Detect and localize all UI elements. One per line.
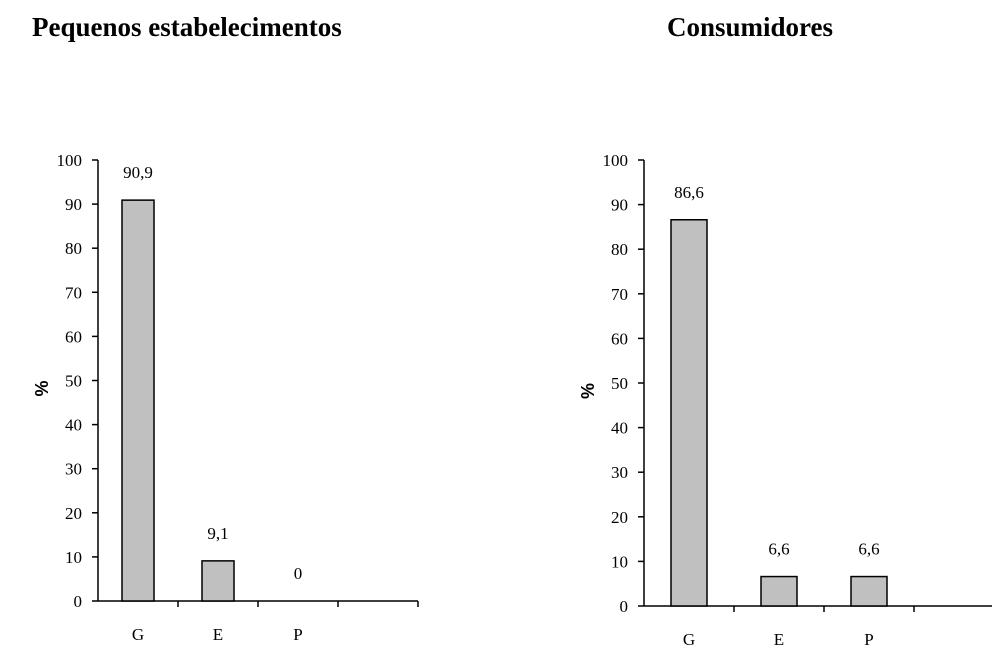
chart-2-bar-P bbox=[850, 575, 888, 607]
chart-1-y-tick-label: 100 bbox=[57, 151, 83, 170]
chart-1-y-tick-label: 30 bbox=[65, 460, 82, 479]
chart-2-y-tick-label: 80 bbox=[611, 240, 628, 259]
chart-2-bar-G bbox=[670, 219, 708, 607]
chart-2-y-tick-label: 30 bbox=[611, 463, 628, 482]
chart-2-y-tick-label: 70 bbox=[611, 285, 628, 304]
chart-2-y-tick-label: 20 bbox=[611, 508, 628, 527]
chart-2-category-label: P bbox=[864, 630, 873, 648]
chart-2-y-tick-label: 50 bbox=[611, 374, 628, 393]
chart-2-y-tick-label: 0 bbox=[620, 597, 629, 616]
chart-1-y-tick-label: 70 bbox=[65, 283, 82, 302]
chart-1-category-label: P bbox=[293, 625, 302, 644]
chart-1-y-axis-label: % bbox=[32, 380, 52, 396]
chart-1-y-tick-label: 60 bbox=[65, 327, 82, 346]
chart-1-y-tick-label: 10 bbox=[65, 548, 82, 567]
chart-1-y-tick-label: 50 bbox=[65, 372, 82, 391]
chart-1-y-tick-label: 20 bbox=[65, 504, 82, 523]
chart-1-y-tick-label: 80 bbox=[65, 239, 82, 258]
chart-2-data-label: 6,6 bbox=[858, 540, 879, 559]
chart-2-category-label: G bbox=[683, 630, 695, 648]
chart-1-data-label: 90,9 bbox=[123, 163, 153, 182]
chart-2-category-label: E bbox=[774, 630, 784, 648]
chart-2-y-tick-label: 100 bbox=[603, 151, 629, 170]
chart-title-right: Consumidores bbox=[667, 12, 834, 42]
chart-1-data-label: 0 bbox=[294, 564, 303, 583]
chart-2-y-tick-label: 60 bbox=[611, 329, 628, 348]
chart-1-category-label: G bbox=[132, 625, 144, 644]
chart-2-y-tick-label: 90 bbox=[611, 196, 628, 215]
chart-2-data-label: 6,6 bbox=[768, 540, 789, 559]
chart-title-left: Pequenos estabelecimentos bbox=[32, 12, 342, 42]
chart-2-y-tick-label: 40 bbox=[611, 419, 628, 438]
chart-1-y-tick-label: 0 bbox=[74, 592, 83, 611]
chart-2-y-tick-label: 10 bbox=[611, 552, 628, 571]
chart-1-bar-E bbox=[201, 560, 235, 602]
chart-2-bar-E bbox=[760, 575, 798, 607]
chart-1-category-label: E bbox=[213, 625, 223, 644]
chart-2-y-axis-label: % bbox=[578, 383, 598, 399]
chart-1-data-label: 9,1 bbox=[207, 524, 228, 543]
chart-2-data-label: 86,6 bbox=[674, 183, 704, 202]
chart-1-bar-G bbox=[121, 199, 155, 602]
chart-1-y-tick-label: 40 bbox=[65, 416, 82, 435]
chart-1-y-tick-label: 90 bbox=[65, 195, 82, 214]
